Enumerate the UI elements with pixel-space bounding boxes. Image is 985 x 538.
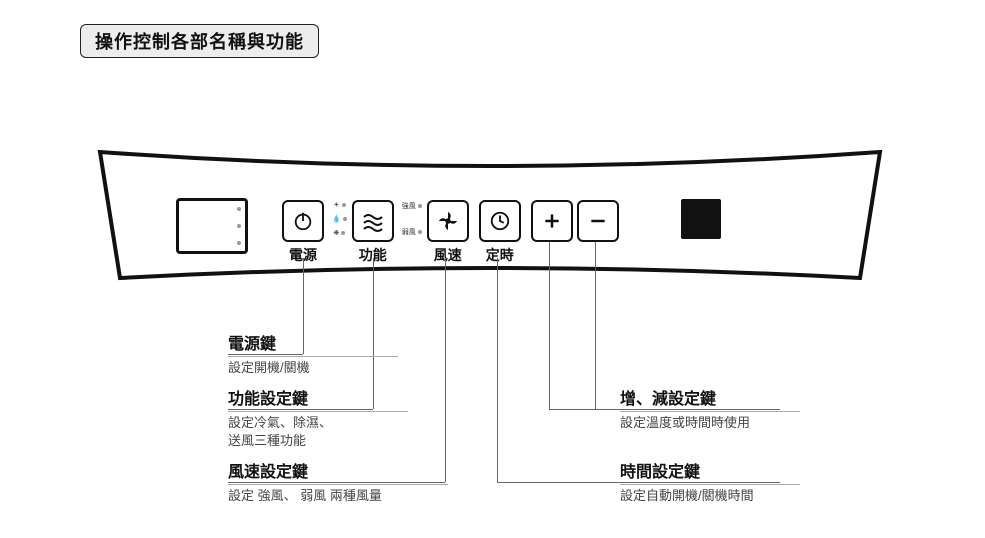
callout-title: 時間設定鍵 <box>620 458 800 485</box>
callout-desc: 設定溫度或時間時使用 <box>620 414 800 432</box>
plus-button[interactable] <box>531 200 573 242</box>
callout-desc: 設定自動開機/關機時間 <box>620 487 800 505</box>
power-button[interactable] <box>282 200 324 242</box>
power-button-group: 電源 <box>282 200 324 265</box>
clock-icon <box>489 210 511 232</box>
minus-button[interactable] <box>577 200 619 242</box>
timer-button[interactable] <box>479 200 521 242</box>
timer-label: 定時 <box>486 245 514 265</box>
fan-label: 風速 <box>434 245 462 265</box>
fan-icon <box>437 210 459 232</box>
callout-title: 功能設定鍵 <box>228 385 408 412</box>
minus-button-group <box>577 200 619 242</box>
ir-window <box>681 199 721 239</box>
fan-button-group: 風速 <box>427 200 469 265</box>
minus-icon <box>588 211 608 231</box>
section-title: 操作控制各部名稱與功能 <box>80 24 319 58</box>
leader-line <box>497 258 498 482</box>
callout-title: 風速設定鍵 <box>228 458 448 485</box>
display-screen <box>176 198 248 254</box>
fan-indicator-column: 強風 弱風 <box>402 200 422 238</box>
droplet-icon: 💧 <box>332 215 341 223</box>
low-fan-text: 弱風 <box>402 227 416 237</box>
mode-indicator-column: ☀ 💧 ❋ <box>332 200 347 238</box>
plus-button-group <box>531 200 573 242</box>
leader-line <box>549 242 550 409</box>
callout-title: 電源鍵 <box>228 330 398 357</box>
callout-desc: 設定開機/關機 <box>228 359 398 377</box>
fan-small-icon: ❋ <box>333 229 339 237</box>
leader-line <box>445 258 446 482</box>
power-icon <box>292 210 314 232</box>
high-fan-text: 強風 <box>402 201 416 211</box>
sun-icon: ☀ <box>333 201 339 209</box>
mode-button-group: 功能 <box>352 200 394 265</box>
mode-button[interactable] <box>352 200 394 242</box>
callout-desc: 設定 強風、 弱風 兩種風量 <box>228 487 448 505</box>
diagram-page: 操作控制各部名稱與功能 電源 ☀ 💧 ❋ 功能 <box>0 0 985 538</box>
wave-icon <box>361 209 385 233</box>
callout-fan: 風速設定鍵 設定 強風、 弱風 兩種風量 <box>228 458 448 505</box>
callout-title: 增、減設定鍵 <box>620 385 800 412</box>
callout-power: 電源鍵 設定開機/關機 <box>228 330 398 377</box>
leader-line <box>595 242 596 409</box>
control-buttons-row: 電源 ☀ 💧 ❋ 功能 強風 弱風 風速 <box>280 200 721 265</box>
callout-mode: 功能設定鍵 設定冷氣、除濕、 送風三種功能 <box>228 385 408 450</box>
callout-desc: 設定冷氣、除濕、 送風三種功能 <box>228 414 408 450</box>
callout-timer: 時間設定鍵 設定自動開機/關機時間 <box>620 458 800 505</box>
fan-button[interactable] <box>427 200 469 242</box>
timer-button-group: 定時 <box>479 200 521 265</box>
callout-plusminus: 增、減設定鍵 設定溫度或時間時使用 <box>620 385 800 432</box>
plus-icon <box>542 211 562 231</box>
